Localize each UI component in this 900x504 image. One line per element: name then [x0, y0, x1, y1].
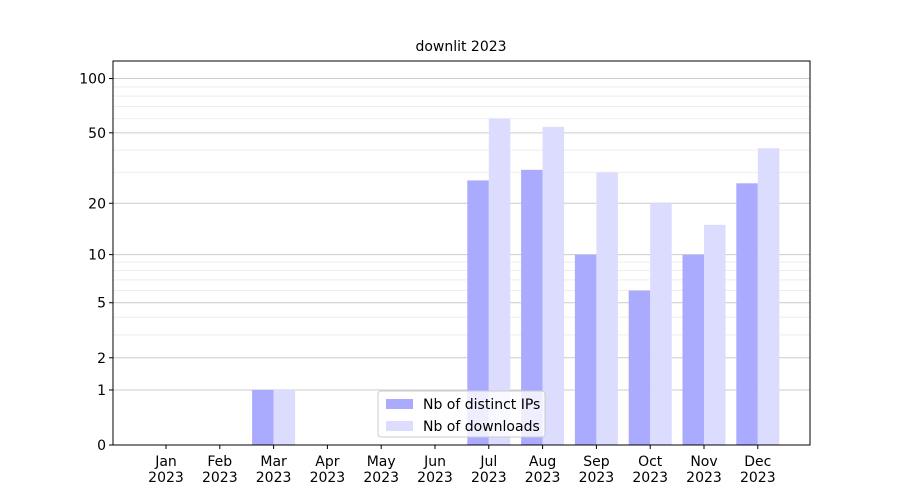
legend-box	[377, 390, 546, 438]
x-tick-label: Jan	[154, 454, 177, 470]
bar	[628, 290, 651, 445]
x-tick-label: Apr	[315, 454, 339, 470]
y-tick-label: 0	[97, 438, 106, 454]
bar	[650, 203, 672, 445]
bar	[736, 183, 758, 445]
x-tick-label: 2023	[525, 470, 561, 486]
bar	[488, 118, 511, 445]
bar	[757, 148, 780, 445]
y-tick-label: 2	[97, 351, 106, 367]
x-tick-label: 2023	[363, 470, 399, 486]
x-tick-label: Nov	[690, 454, 717, 470]
x-tick-label: Sep	[583, 454, 610, 470]
x-tick-label: Feb	[207, 454, 232, 470]
legend: Nb of distinct IPs Nb of downloads	[377, 390, 546, 438]
x-tick-label: 2023	[740, 470, 776, 486]
x-tick-label: May	[367, 454, 396, 470]
x-tick-label: 2023	[202, 470, 238, 486]
legend-label: Nb of downloads	[423, 419, 540, 435]
x-tick-label: Mar	[260, 454, 287, 470]
x-tick-label: 2023	[686, 470, 722, 486]
bar	[596, 172, 618, 445]
x-tick-label: 2023	[417, 470, 453, 486]
y-tick-label: 20	[88, 196, 106, 212]
bar	[682, 254, 704, 445]
y-tick-label: 10	[88, 248, 106, 264]
x-tick-label: 2023	[632, 470, 668, 486]
plot-frame	[112, 60, 811, 446]
x-tick-label: 2023	[471, 470, 507, 486]
x-tick-label: Jun	[423, 454, 446, 470]
y-tick-label: 100	[79, 72, 106, 88]
x-tick-label: Dec	[744, 454, 771, 470]
legend-swatch	[386, 421, 413, 431]
x-tick-label: 2023	[310, 470, 346, 486]
legend-swatch	[386, 399, 413, 409]
bar	[574, 254, 597, 445]
bar	[467, 180, 489, 445]
bar	[542, 126, 565, 446]
legend-label: Nb of distinct IPs	[423, 397, 540, 413]
bar	[252, 389, 274, 445]
x-tick-label: Oct	[638, 454, 663, 470]
y-tick-label: 5	[97, 296, 106, 312]
x-tick-label: 2023	[579, 470, 615, 486]
bar	[273, 389, 296, 445]
bar	[521, 169, 543, 445]
x-tick-label: Jul	[479, 454, 497, 470]
chart-title: downlit 2023	[415, 39, 506, 55]
x-tick-label: Aug	[529, 454, 556, 470]
bar	[704, 224, 726, 445]
x-tick-label: 2023	[148, 470, 184, 486]
y-tick-label: 50	[88, 126, 106, 142]
x-tick-label: 2023	[256, 470, 292, 486]
y-tick-label: 1	[97, 383, 106, 399]
